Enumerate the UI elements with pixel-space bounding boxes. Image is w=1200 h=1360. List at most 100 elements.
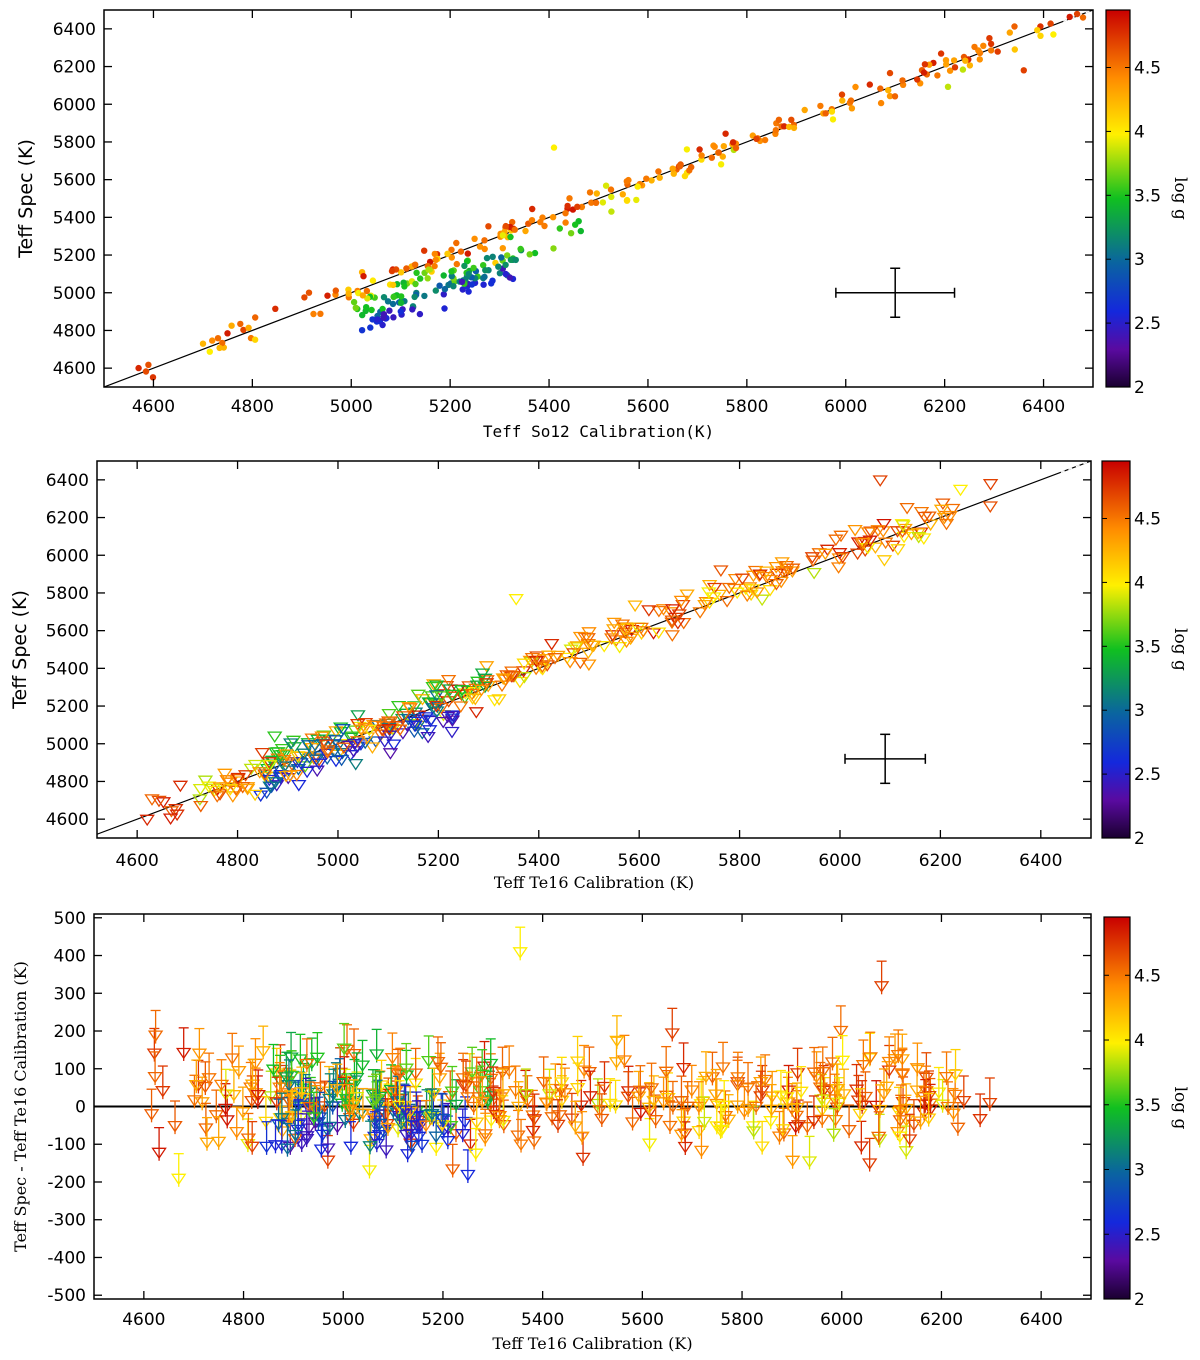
data-point: [829, 1102, 846, 1115]
data-point: [885, 540, 901, 553]
data-point: [499, 245, 506, 252]
data-point: [311, 758, 328, 771]
data-point: [854, 1100, 870, 1113]
data-point: [380, 1122, 396, 1135]
data-point: [714, 1124, 730, 1137]
data-point: [425, 681, 441, 694]
data-point: [569, 641, 585, 653]
data-point: [634, 183, 641, 190]
data-point: [881, 1056, 897, 1069]
colorbar-tick-label: 3: [1134, 1161, 1145, 1181]
data-point: [934, 72, 941, 79]
data-point: [1050, 31, 1057, 38]
y-tick-label: 4600: [46, 810, 89, 830]
data-point: [801, 1156, 818, 1168]
data-point: [363, 304, 370, 311]
data-point: [623, 197, 631, 204]
data-point: [895, 520, 911, 532]
x-tick-label: 5400: [517, 851, 560, 871]
data-point: [169, 809, 185, 822]
y-tick-label: 4800: [53, 321, 96, 341]
data-point: [745, 584, 761, 596]
data-point: [643, 175, 650, 182]
data-point: [774, 557, 790, 569]
data-point: [361, 1165, 378, 1177]
data-point: [381, 723, 397, 736]
data-point: [539, 1098, 555, 1110]
data-point: [473, 684, 490, 697]
data-point: [646, 1095, 662, 1108]
data-point: [713, 565, 729, 577]
data-point: [219, 339, 226, 347]
data-point: [293, 758, 309, 770]
data-point: [392, 724, 408, 737]
data-point: [711, 143, 718, 150]
data-point: [425, 703, 441, 715]
data-point: [788, 116, 795, 124]
data-point: [266, 731, 283, 743]
data-point: [457, 1116, 473, 1129]
data-point: [562, 219, 569, 226]
data-point: [836, 1089, 852, 1101]
data-point: [289, 757, 306, 769]
data-point: [701, 597, 718, 610]
data-point: [828, 108, 836, 115]
data-point: [442, 1090, 459, 1103]
data-point: [418, 1120, 434, 1133]
data-point: [336, 1043, 352, 1056]
data-point: [463, 258, 471, 265]
data-point: [386, 307, 393, 314]
data-point: [566, 195, 573, 202]
y-tick-label: 400: [54, 947, 86, 967]
plot-frame: [103, 9, 1094, 388]
data-point: [893, 1104, 909, 1117]
x-tick-label: 5800: [720, 1310, 763, 1330]
data-point: [499, 232, 506, 239]
data-point: [698, 596, 714, 609]
data-point: [799, 1122, 816, 1134]
data-point: [502, 261, 509, 269]
data-point: [193, 800, 209, 813]
data-point: [849, 548, 866, 561]
data-point: [364, 742, 381, 754]
data-point: [909, 1085, 925, 1097]
y-tick-label: 5400: [46, 659, 89, 679]
data-point: [785, 563, 801, 576]
data-point: [431, 262, 438, 270]
data-point: [664, 615, 680, 628]
data-point: [464, 250, 471, 257]
data-point: [801, 106, 808, 114]
data-point: [692, 607, 708, 619]
data-point: [199, 1137, 215, 1150]
data-point: [757, 1074, 773, 1087]
x-tick-label: 5000: [316, 851, 359, 871]
data-point: [477, 1133, 493, 1145]
data-point: [441, 285, 449, 293]
data-point: [392, 1068, 408, 1080]
data-point: [943, 61, 950, 68]
data-point: [373, 729, 389, 742]
data-point: [313, 1144, 330, 1156]
data-point: [655, 604, 672, 616]
data-point: [889, 526, 906, 538]
data-point: [375, 721, 392, 733]
data-point: [359, 311, 366, 319]
data-point: [740, 1082, 756, 1095]
y-tick-label: 5000: [53, 284, 96, 304]
x-tick-label: 4600: [122, 1310, 165, 1330]
data-point: [476, 243, 484, 250]
data-point: [872, 475, 888, 487]
y-tick-label: 5800: [53, 133, 96, 153]
data-point: [320, 745, 336, 757]
data-point: [994, 48, 1001, 55]
x-axis-label: Teff Te16 Calibration (K): [492, 1334, 692, 1353]
data-point: [245, 324, 252, 331]
data-point: [170, 1173, 187, 1186]
data-point: [337, 1114, 354, 1127]
data-point: [1011, 23, 1018, 30]
data-point: [381, 730, 398, 743]
data-point: [550, 650, 566, 663]
data-point: [407, 1068, 424, 1080]
data-point: [485, 1087, 502, 1099]
data-point: [754, 594, 770, 607]
